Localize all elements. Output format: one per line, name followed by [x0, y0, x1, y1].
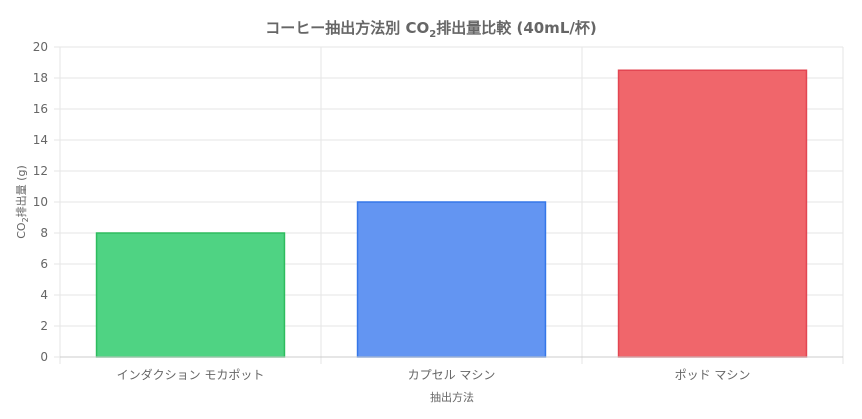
y-tick-label: 16	[33, 102, 48, 116]
y-tick-label: 20	[33, 40, 48, 54]
y-tick-label: 6	[40, 257, 48, 271]
chart-title-part-1: コーヒー抽出方法別 CO	[265, 19, 429, 37]
bar	[617, 69, 808, 358]
y-tick-label: 2	[40, 319, 48, 333]
y-tick-label: 18	[33, 71, 48, 85]
chart-title-part-2: 排出量比較 (40mL/杯)	[436, 19, 596, 37]
x-tick-label: ポッド マシン	[675, 368, 751, 382]
y-axis-title-part-1: CO	[15, 222, 28, 239]
y-axis-ticks: 0 2 4 6 8 10 12 14 16 18 20	[33, 40, 48, 364]
x-gridlines	[59, 47, 844, 364]
y-tick-label: 14	[33, 133, 48, 147]
x-axis-ticks: インダクション モカポット カプセル マシン ポッド マシン	[117, 367, 751, 382]
chart-title-subscript: 2	[429, 29, 436, 40]
chart-title: コーヒー抽出方法別 CO2排出量比較 (40mL/杯)	[265, 19, 596, 40]
x-tick-label: インダクション モカポット	[117, 367, 265, 382]
y-axis-title-subscript: 2	[21, 217, 30, 222]
y-tick-label: 8	[40, 226, 48, 240]
y-tick-label: 0	[40, 350, 48, 364]
x-axis-title: 抽出方法	[430, 390, 474, 404]
bars	[95, 69, 808, 358]
y-tick-label: 4	[40, 288, 48, 302]
bar	[95, 232, 286, 358]
bar	[356, 201, 547, 358]
y-axis-title: CO2排出量 (g)	[14, 165, 30, 239]
y-tick-label: 12	[33, 164, 48, 178]
y-tick-label: 10	[33, 195, 48, 209]
x-tick-label: カプセル マシン	[408, 368, 496, 382]
y-axis-title-part-2: 排出量 (g)	[14, 165, 28, 217]
